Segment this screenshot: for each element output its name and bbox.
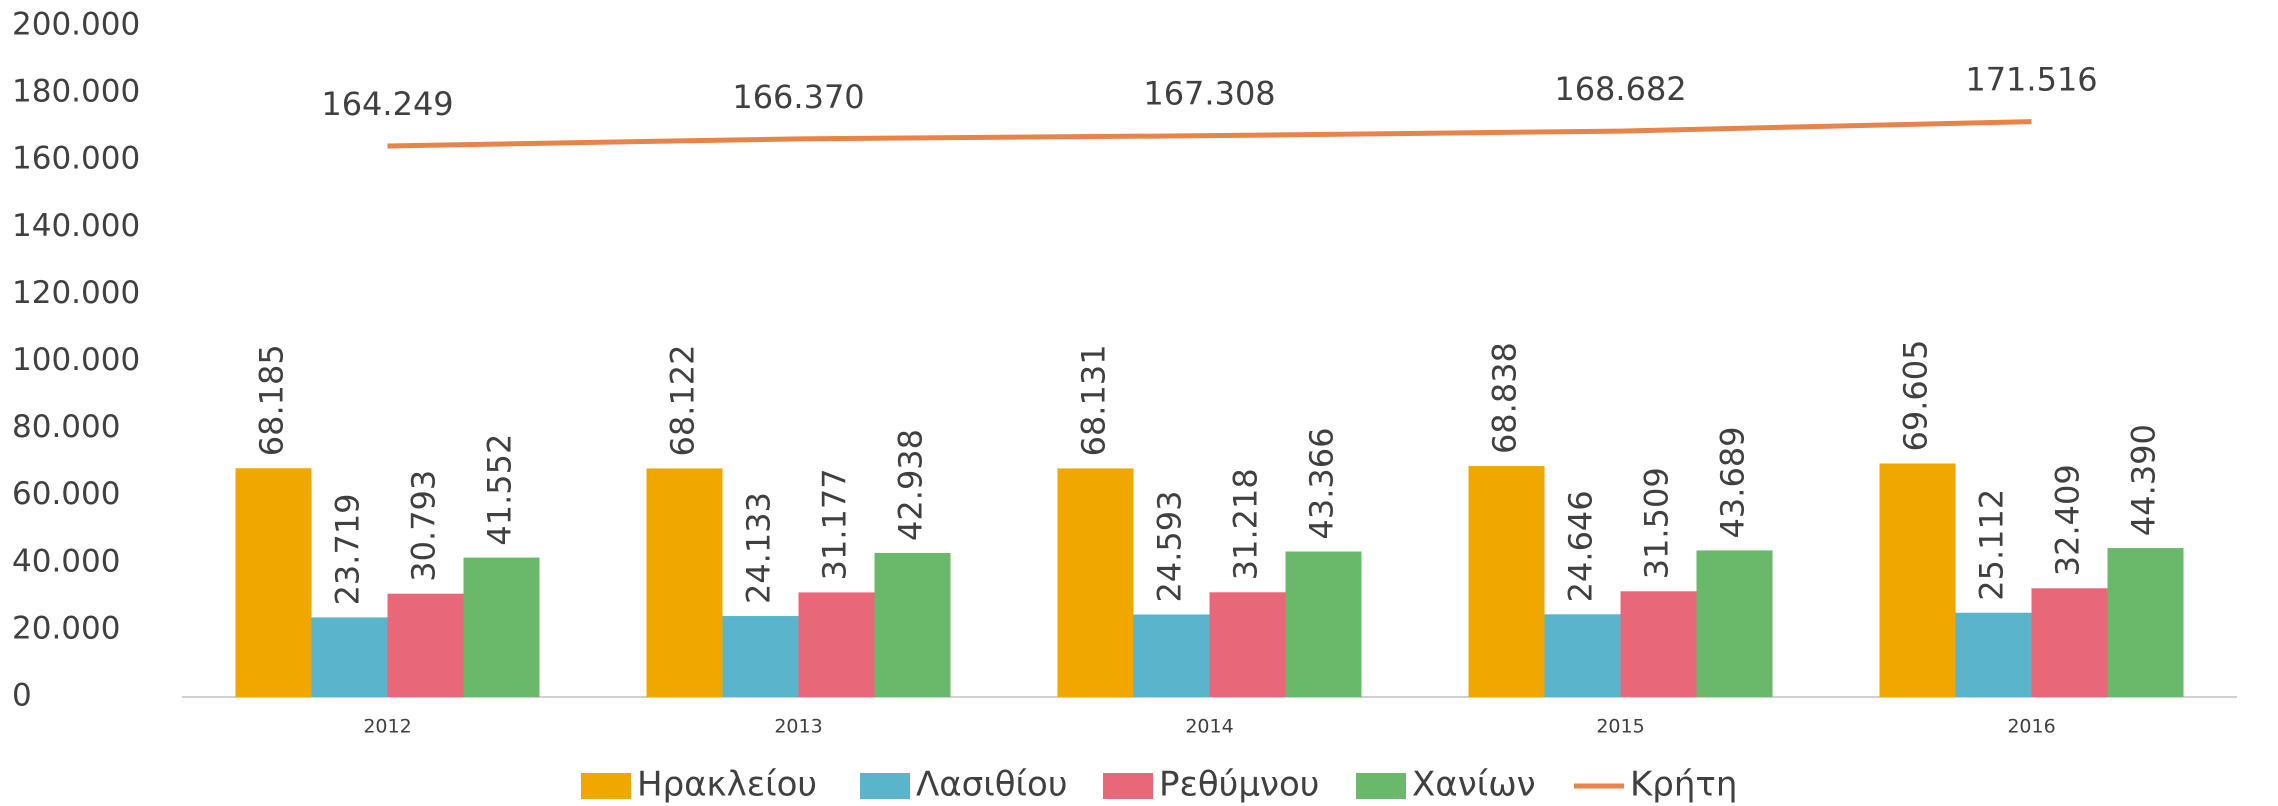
data-label: 25.112 — [1973, 489, 2011, 601]
bar — [311, 617, 388, 697]
y-tick-label: 100.000 — [12, 342, 140, 378]
legend-swatch — [581, 773, 631, 799]
bar — [1133, 614, 1210, 697]
legend-swatch — [860, 773, 910, 799]
y-tick-label: 60.000 — [12, 476, 120, 512]
legend-label: Κρήτη — [1630, 765, 1737, 805]
legend-label: Ηρακλείου — [637, 765, 817, 805]
data-label: 166.370 — [732, 78, 864, 116]
y-tick-label: 200.000 — [12, 7, 140, 43]
data-label: 168.682 — [1554, 70, 1686, 108]
legend-swatch — [1103, 773, 1153, 799]
data-label: 69.605 — [1897, 340, 1935, 452]
bar — [463, 557, 540, 697]
x-tick-label: 2013 — [774, 716, 822, 738]
data-label: 31.218 — [1227, 468, 1265, 580]
legend-label: Λασιθίου — [916, 765, 1068, 805]
data-label: 68.838 — [1486, 342, 1524, 454]
bar — [1544, 614, 1621, 697]
data-label: 31.509 — [1638, 467, 1676, 579]
data-label: 68.185 — [253, 344, 291, 456]
bar — [798, 592, 875, 697]
data-label: 43.689 — [1714, 426, 1752, 538]
bar — [722, 616, 799, 697]
data-label: 24.593 — [1151, 491, 1189, 603]
data-label: 32.409 — [2049, 464, 2087, 576]
data-label: 41.552 — [481, 434, 519, 546]
data-label: 164.249 — [321, 85, 453, 123]
y-tick-label: 20.000 — [12, 610, 120, 646]
y-tick-label: 0 — [12, 678, 32, 714]
data-label: 44.390 — [2125, 424, 2163, 536]
x-tick-label: 2016 — [2007, 716, 2055, 738]
line — [387, 119, 2032, 149]
data-label: 30.793 — [405, 470, 443, 582]
bar — [1696, 550, 1773, 697]
y-tick-label: 140.000 — [12, 208, 140, 244]
bar — [1285, 551, 1362, 697]
data-label: 68.122 — [664, 344, 702, 456]
y-tick-label: 160.000 — [12, 141, 140, 177]
bar — [2031, 588, 2108, 697]
bar — [1879, 463, 1956, 697]
y-tick-label: 40.000 — [12, 543, 120, 579]
data-label: 68.131 — [1075, 344, 1113, 456]
bar — [2107, 548, 2184, 697]
data-label: 167.308 — [1143, 75, 1275, 113]
legend-label: Χανίων — [1412, 765, 1536, 805]
y-tick-label: 120.000 — [12, 275, 140, 311]
legend-swatch — [1356, 773, 1406, 799]
data-label: 42.938 — [892, 429, 930, 541]
bar — [1468, 466, 1545, 697]
data-label: 31.177 — [816, 468, 854, 580]
x-tick-label: 2012 — [363, 716, 411, 738]
data-label: 43.366 — [1303, 428, 1341, 540]
data-label: 24.133 — [740, 492, 778, 604]
bar — [1209, 592, 1286, 697]
bar — [1057, 468, 1134, 697]
data-label: 23.719 — [329, 493, 367, 605]
x-tick-label: 2014 — [1185, 716, 1233, 738]
bar — [874, 552, 951, 697]
legend-label: Ρεθύμνου — [1159, 765, 1319, 805]
bar — [235, 468, 312, 697]
y-tick-label: 80.000 — [12, 409, 120, 445]
y-tick-label: 180.000 — [12, 74, 140, 110]
bar — [646, 468, 723, 697]
bar — [1955, 612, 2032, 697]
data-label: 24.646 — [1562, 490, 1600, 602]
bar — [387, 593, 464, 697]
data-label: 171.516 — [1965, 61, 2097, 99]
bar — [1620, 591, 1697, 697]
x-tick-label: 2015 — [1596, 716, 1644, 738]
